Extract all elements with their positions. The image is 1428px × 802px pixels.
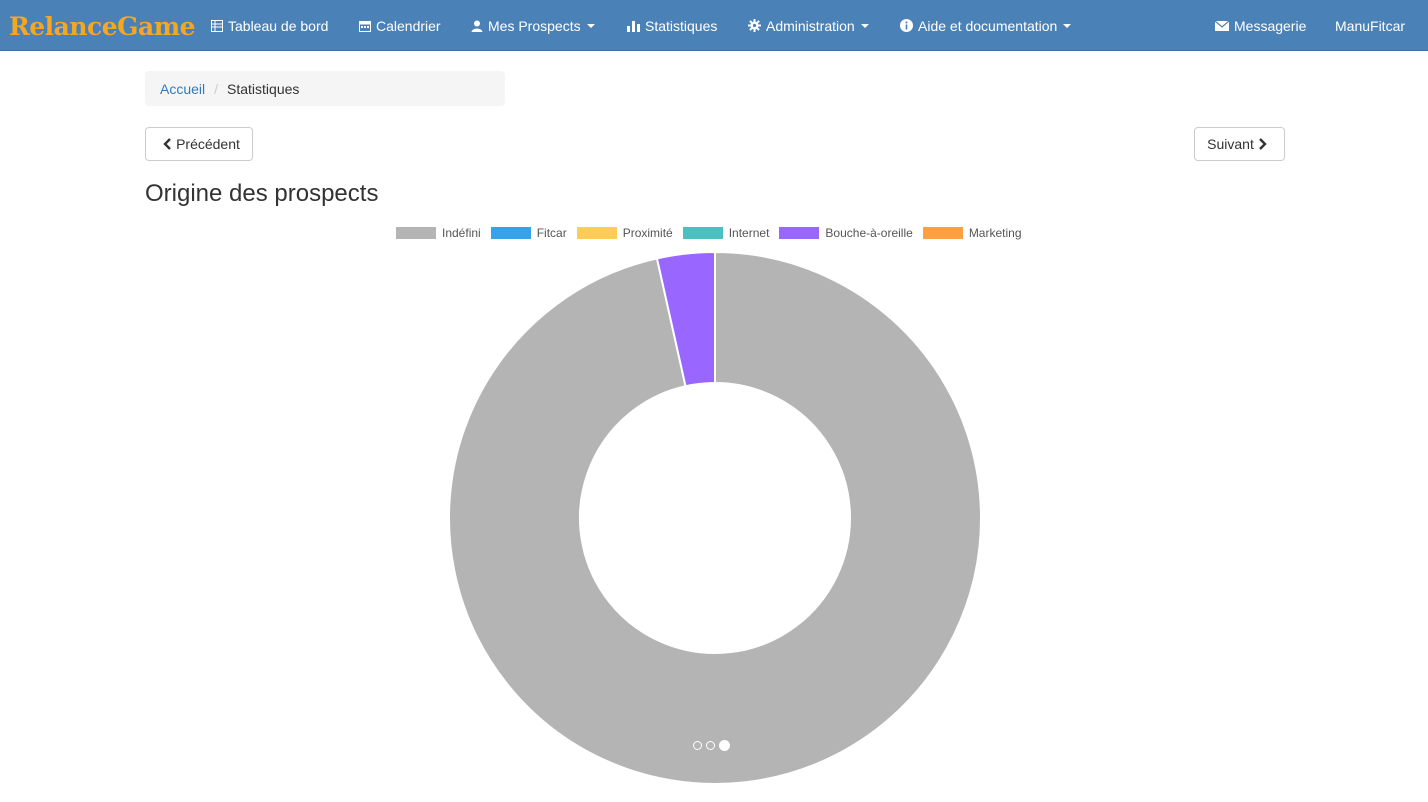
legend-item[interactable]: Indéfini bbox=[396, 226, 481, 240]
legend-item[interactable]: Marketing bbox=[922, 226, 1022, 240]
nav-label: ManuFitcar bbox=[1335, 17, 1406, 34]
table-icon bbox=[211, 19, 223, 32]
carousel-indicators bbox=[693, 740, 734, 751]
chart-slice[interactable] bbox=[655, 250, 716, 388]
chevron-down-icon bbox=[1063, 23, 1072, 28]
nav-mes-prospects[interactable]: Mes Prospects bbox=[471, 0, 595, 51]
legend-swatch bbox=[490, 227, 531, 239]
chevron-down-icon bbox=[860, 23, 869, 28]
legend-swatch bbox=[576, 227, 617, 239]
nav-aide-documentation[interactable]: Aide et documentation bbox=[900, 0, 1072, 51]
chart-legend: Indéfini Fitcar Proximité Internet Bouche-à-… bbox=[396, 226, 1032, 240]
breadcrumb-separator: / bbox=[214, 80, 219, 97]
stats-icon bbox=[627, 20, 640, 32]
next-button-label: Suivant bbox=[1207, 136, 1254, 152]
legend-item[interactable]: Internet bbox=[682, 226, 770, 240]
carousel-dot[interactable] bbox=[693, 741, 702, 750]
calendar-icon bbox=[359, 20, 371, 32]
nav-statistiques[interactable]: Statistiques bbox=[627, 0, 717, 51]
legend-label: Fitcar bbox=[536, 226, 567, 240]
chevron-down-icon bbox=[586, 23, 595, 28]
legend-item[interactable]: Fitcar bbox=[490, 226, 567, 240]
nav-messagerie[interactable]: Messagerie bbox=[1215, 0, 1306, 51]
nav-user-menu[interactable]: ManuFitcar bbox=[1335, 0, 1405, 51]
brand-logo[interactable]: RelanceGame bbox=[9, 12, 196, 41]
nav-label: Calendrier bbox=[376, 17, 441, 34]
nav-label: Administration bbox=[766, 17, 855, 34]
user-icon bbox=[471, 20, 483, 32]
legend-label: Proximité bbox=[622, 226, 673, 240]
nav-label: Tableau de bord bbox=[228, 17, 329, 34]
breadcrumb: Accueil / Statistiques bbox=[145, 71, 505, 106]
nav-calendrier[interactable]: Calendrier bbox=[359, 0, 441, 51]
legend-swatch bbox=[682, 227, 723, 239]
legend-item[interactable]: Bouche-à-oreille bbox=[779, 226, 913, 240]
nav-label: Mes Prospects bbox=[488, 17, 581, 34]
legend-label: Bouche-à-oreille bbox=[825, 226, 913, 240]
carousel-dot[interactable] bbox=[706, 741, 715, 750]
chart-slice[interactable] bbox=[448, 250, 982, 785]
breadcrumb-home-link[interactable]: Accueil bbox=[160, 80, 206, 97]
nav-label: Aide et documentation bbox=[918, 17, 1058, 34]
top-navbar: RelanceGame Tableau de bord Calendrier M… bbox=[0, 0, 1428, 51]
nav-tableau-de-bord[interactable]: Tableau de bord bbox=[211, 0, 328, 51]
legend-item[interactable]: Proximité bbox=[576, 226, 673, 240]
legend-label: Indéfini bbox=[442, 226, 481, 240]
previous-button[interactable]: Précédent bbox=[145, 127, 253, 161]
nav-label: Statistiques bbox=[645, 17, 718, 34]
breadcrumb-current: Statistiques bbox=[227, 80, 300, 97]
legend-label: Marketing bbox=[968, 226, 1022, 240]
legend-label: Internet bbox=[728, 226, 770, 240]
gear-icon bbox=[748, 19, 761, 32]
next-button[interactable]: Suivant bbox=[1194, 127, 1285, 161]
info-icon bbox=[900, 19, 913, 32]
envelope-icon bbox=[1215, 20, 1229, 31]
nav-administration[interactable]: Administration bbox=[748, 0, 869, 51]
legend-swatch bbox=[779, 227, 820, 239]
nav-label: Messagerie bbox=[1234, 17, 1307, 34]
chevron-right-icon bbox=[1258, 138, 1267, 150]
carousel-dot[interactable] bbox=[719, 740, 730, 751]
legend-swatch bbox=[396, 227, 436, 239]
chevron-left-icon bbox=[163, 138, 171, 150]
legend-swatch bbox=[922, 227, 963, 239]
previous-button-label: Précédent bbox=[176, 136, 240, 152]
page-title: Origine des prospects bbox=[145, 180, 379, 207]
